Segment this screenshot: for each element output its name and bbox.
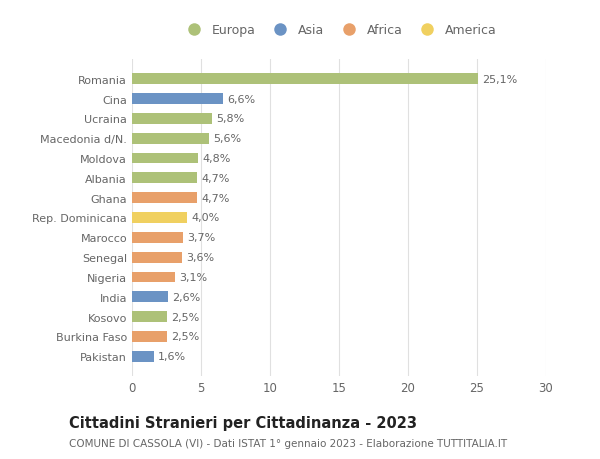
Bar xyxy=(132,232,183,243)
Bar xyxy=(132,351,154,362)
Text: 5,6%: 5,6% xyxy=(214,134,242,144)
Bar xyxy=(132,252,182,263)
Bar xyxy=(132,94,223,105)
Bar xyxy=(132,134,209,144)
Text: 25,1%: 25,1% xyxy=(482,74,518,84)
Text: 3,7%: 3,7% xyxy=(187,233,215,243)
Text: 4,7%: 4,7% xyxy=(201,193,229,203)
Bar xyxy=(132,312,167,322)
Bar xyxy=(132,292,168,302)
Bar xyxy=(132,272,175,283)
Text: 3,6%: 3,6% xyxy=(186,252,214,263)
Text: 4,8%: 4,8% xyxy=(202,154,231,164)
Legend: Europa, Asia, Africa, America: Europa, Asia, Africa, America xyxy=(179,22,499,39)
Text: COMUNE DI CASSOLA (VI) - Dati ISTAT 1° gennaio 2023 - Elaborazione TUTTITALIA.IT: COMUNE DI CASSOLA (VI) - Dati ISTAT 1° g… xyxy=(69,438,507,448)
Text: 5,8%: 5,8% xyxy=(216,114,244,124)
Bar xyxy=(132,213,187,224)
Text: 2,5%: 2,5% xyxy=(170,312,199,322)
Text: 1,6%: 1,6% xyxy=(158,352,187,362)
Text: 2,6%: 2,6% xyxy=(172,292,200,302)
Bar xyxy=(132,74,478,85)
Text: Cittadini Stranieri per Cittadinanza - 2023: Cittadini Stranieri per Cittadinanza - 2… xyxy=(69,415,417,431)
Bar xyxy=(132,331,167,342)
Bar xyxy=(132,173,197,184)
Text: 3,1%: 3,1% xyxy=(179,272,207,282)
Bar xyxy=(132,193,197,204)
Text: 4,0%: 4,0% xyxy=(191,213,220,223)
Bar xyxy=(132,114,212,124)
Text: 4,7%: 4,7% xyxy=(201,174,229,184)
Bar xyxy=(132,153,198,164)
Text: 6,6%: 6,6% xyxy=(227,94,256,104)
Text: 2,5%: 2,5% xyxy=(170,332,199,342)
